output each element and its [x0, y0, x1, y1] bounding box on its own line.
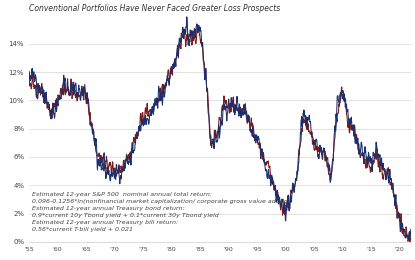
- Text: Estimated 12-year S&P 500  nominal annual total return:
0.096-0.1256*ln(nonfinan: Estimated 12-year S&P 500 nominal annual…: [32, 192, 290, 232]
- Text: Conventional Portfolios Have Never Faced Greater Loss Prospects: Conventional Portfolios Have Never Faced…: [29, 4, 280, 14]
